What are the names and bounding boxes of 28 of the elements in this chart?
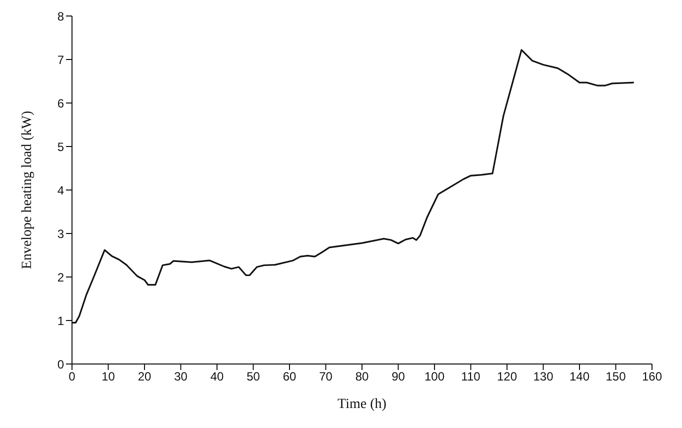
y-tick-label: 5	[57, 140, 64, 154]
x-tick-label: 130	[533, 370, 554, 384]
y-tick-label: 4	[57, 183, 64, 198]
x-tick-label: 110	[461, 370, 481, 384]
x-tick-label: 120	[496, 370, 518, 384]
x-tick-label: 150	[606, 370, 626, 384]
x-tick-label: 140	[569, 370, 590, 384]
y-tick-label: 3	[57, 226, 64, 241]
x-tick-label: 30	[174, 370, 188, 384]
y-tick-label: 1	[57, 314, 64, 328]
x-tick-label: 70	[319, 370, 333, 384]
x-tick-label: 40	[210, 370, 224, 384]
y-tick-label: 2	[57, 270, 64, 284]
x-tick-label: 80	[355, 370, 369, 384]
y-tick-label: 0	[57, 357, 64, 372]
x-tick-label: 100	[424, 370, 445, 384]
y-tick-label: 7	[57, 52, 64, 67]
x-tick-label: 60	[282, 370, 296, 384]
x-tick-label: 90	[392, 370, 406, 384]
x-axis-title: Time (h)	[338, 397, 387, 412]
y-tick-label: 8	[57, 9, 64, 24]
x-tick-label: 20	[138, 370, 152, 384]
x-tick-label: 160	[642, 370, 662, 384]
x-tick-label: 0	[68, 370, 76, 384]
y-tick-label: 6	[57, 96, 64, 110]
y-axis-title: Envelope heating load (kW)	[20, 110, 35, 270]
x-tick-label: 10	[102, 370, 116, 384]
x-tick-label: 50	[246, 370, 260, 384]
